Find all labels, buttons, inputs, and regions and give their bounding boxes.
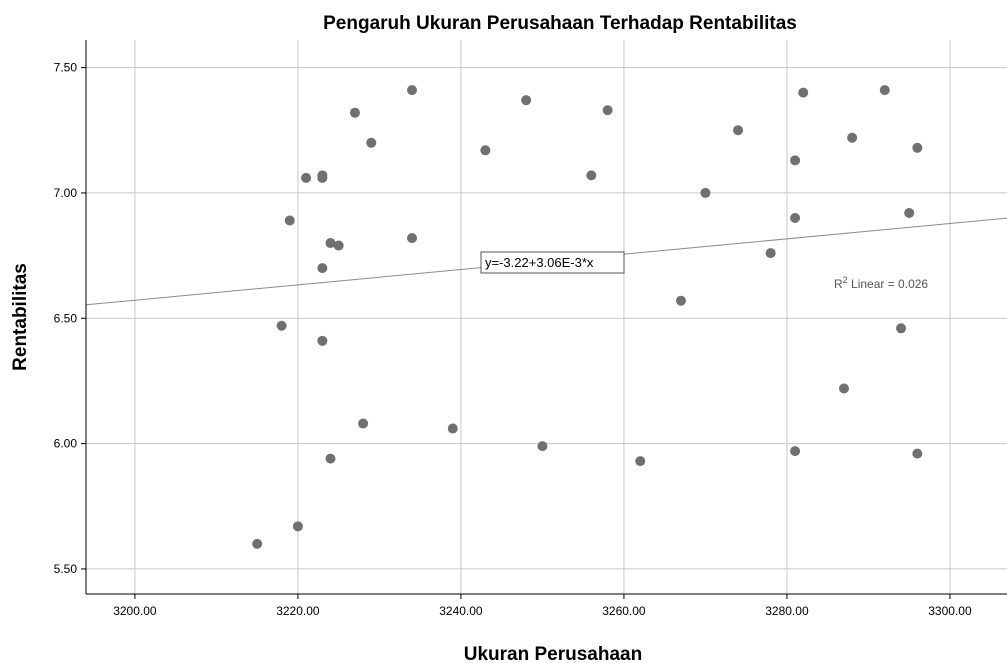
r2-prefix: R	[834, 277, 843, 291]
scatter-point	[317, 263, 328, 274]
scatter-point	[904, 207, 915, 218]
scatter-point	[879, 85, 890, 96]
y-tick-label: 6.00	[54, 437, 78, 451]
scatter-point	[635, 456, 646, 467]
scatter-point	[537, 441, 548, 452]
x-tick-label: 3200.00	[113, 604, 157, 618]
annotations: y=-3.22+3.06E-3*x R2 Linear = 0.026	[480, 251, 928, 291]
scatter-point	[349, 107, 360, 118]
x-tick-label: 3220.00	[276, 604, 320, 618]
fit-equation: y=-3.22+3.06E-3*x	[485, 255, 594, 270]
scatter-point	[798, 87, 809, 98]
scatter-point	[912, 448, 923, 459]
scatter-point	[896, 323, 907, 334]
y-axis-label: Rentabilitas	[10, 263, 31, 371]
scatter-point	[325, 238, 336, 249]
equation-box	[480, 251, 625, 274]
scatter-point	[358, 418, 369, 429]
grid-lines	[86, 40, 1007, 594]
scatter-point	[675, 295, 686, 306]
x-tick-label: 3240.00	[439, 604, 483, 618]
scatter-point	[602, 105, 613, 116]
scatter-point	[480, 145, 491, 156]
x-tick-label: 3260.00	[602, 604, 646, 618]
scatter-point	[252, 538, 263, 549]
r-squared-label: R2 Linear = 0.026	[834, 275, 928, 291]
x-axis-label: Ukuran Perusahaan	[464, 644, 642, 663]
scatter-point	[284, 215, 295, 226]
scatter-point	[790, 446, 801, 457]
scatter-point	[333, 240, 344, 251]
scatter-point	[317, 172, 328, 183]
scatter-point	[733, 125, 744, 136]
r2-superscript: 2	[843, 275, 848, 285]
scatter-point	[765, 248, 776, 259]
y-tick-label: 7.00	[54, 186, 78, 200]
scatter-point	[847, 132, 858, 143]
scatter-point	[912, 142, 923, 153]
r2-value: Linear = 0.026	[848, 277, 929, 291]
scatter-point	[292, 521, 303, 532]
x-tick-label: 3300.00	[928, 604, 972, 618]
x-tick-label: 3280.00	[765, 604, 809, 618]
scatter-point	[447, 423, 458, 434]
scatter-point	[586, 170, 597, 181]
axes: 3200.00 3220.00 3240.00 3260.00 3280.00 3300.…	[54, 40, 1007, 618]
y-tick-label: 5.50	[54, 562, 78, 576]
scatter-point	[301, 172, 312, 183]
y-tick-label: 7.50	[54, 61, 78, 75]
scatter-point	[317, 335, 328, 346]
scatter-point	[325, 453, 336, 464]
scatter-point	[838, 383, 849, 394]
scatter-point	[790, 212, 801, 223]
scatter-point	[366, 137, 377, 148]
chart-title: Pengaruh Ukuran Perusahaan Terhadap Rent…	[323, 13, 797, 34]
y-tick-label: 6.50	[54, 311, 78, 325]
scatter-point	[407, 233, 418, 244]
scatter-point	[407, 85, 418, 96]
scatter-point	[700, 187, 711, 198]
scatter-point	[790, 155, 801, 166]
scatter-point	[521, 95, 532, 106]
data-points	[252, 85, 923, 549]
scatter-point	[276, 320, 287, 331]
